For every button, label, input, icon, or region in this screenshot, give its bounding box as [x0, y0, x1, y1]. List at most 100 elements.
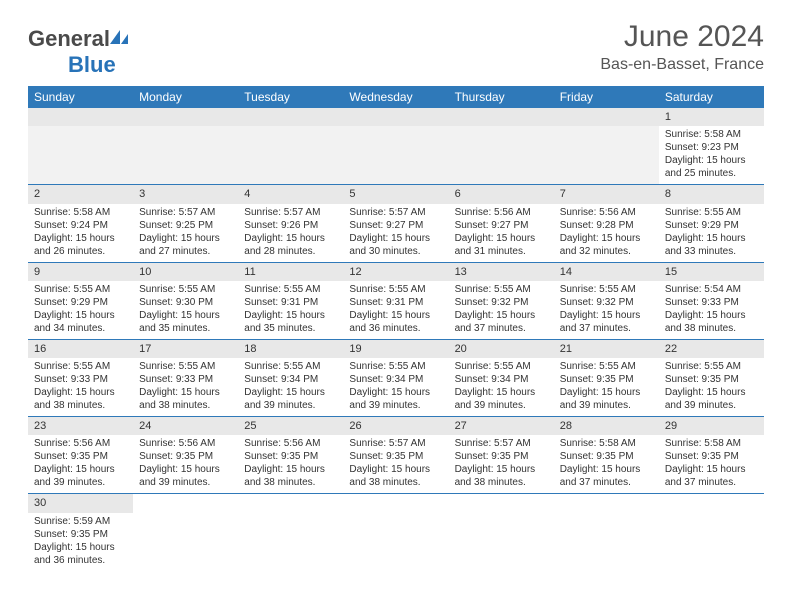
location: Bas-en-Basset, France [600, 56, 764, 74]
daylight-text-2: and 25 minutes. [665, 167, 758, 180]
sunrise-text: Sunrise: 5:55 AM [665, 360, 758, 373]
daylight-text-1: Daylight: 15 hours [560, 232, 653, 245]
day-number: 14 [554, 263, 659, 281]
calendar-cell: 29Sunrise: 5:58 AMSunset: 9:35 PMDayligh… [659, 417, 764, 494]
day-details: Sunrise: 5:55 AMSunset: 9:32 PMDaylight:… [554, 281, 659, 339]
calendar-cell: 30Sunrise: 5:59 AMSunset: 9:35 PMDayligh… [28, 494, 133, 571]
calendar-cell: 27Sunrise: 5:57 AMSunset: 9:35 PMDayligh… [449, 417, 554, 494]
daylight-text-2: and 37 minutes. [560, 476, 653, 489]
day-details: Sunrise: 5:56 AMSunset: 9:27 PMDaylight:… [449, 204, 554, 262]
daylight-text-1: Daylight: 15 hours [34, 309, 127, 322]
sunset-text: Sunset: 9:32 PM [560, 296, 653, 309]
sunset-text: Sunset: 9:33 PM [139, 373, 232, 386]
sunset-text: Sunset: 9:35 PM [665, 373, 758, 386]
day-number: 18 [238, 340, 343, 358]
calendar-cell: 12Sunrise: 5:55 AMSunset: 9:31 PMDayligh… [343, 262, 448, 339]
sunset-text: Sunset: 9:34 PM [349, 373, 442, 386]
day-number: 22 [659, 340, 764, 358]
day-details: Sunrise: 5:58 AMSunset: 9:35 PMDaylight:… [554, 435, 659, 493]
day-number: 25 [238, 417, 343, 435]
day-details: Sunrise: 5:56 AMSunset: 9:35 PMDaylight:… [238, 435, 343, 493]
weekday-header: Saturday [659, 86, 764, 108]
calendar-cell [238, 108, 343, 185]
sunrise-text: Sunrise: 5:58 AM [665, 128, 758, 141]
day-details: Sunrise: 5:55 AMSunset: 9:35 PMDaylight:… [554, 358, 659, 416]
day-details: Sunrise: 5:55 AMSunset: 9:29 PMDaylight:… [659, 204, 764, 262]
sunrise-text: Sunrise: 5:57 AM [139, 206, 232, 219]
day-details: Sunrise: 5:57 AMSunset: 9:25 PMDaylight:… [133, 204, 238, 262]
sunrise-text: Sunrise: 5:55 AM [244, 360, 337, 373]
header: GeneralBlue June 2024 Bas-en-Basset, Fra… [28, 20, 764, 78]
sunset-text: Sunset: 9:31 PM [244, 296, 337, 309]
calendar-cell: 8Sunrise: 5:55 AMSunset: 9:29 PMDaylight… [659, 185, 764, 262]
calendar-cell [659, 494, 764, 571]
calendar-week: 30Sunrise: 5:59 AMSunset: 9:35 PMDayligh… [28, 494, 764, 571]
sunset-text: Sunset: 9:35 PM [244, 450, 337, 463]
day-number: 12 [343, 263, 448, 281]
calendar-cell: 18Sunrise: 5:55 AMSunset: 9:34 PMDayligh… [238, 339, 343, 416]
sunrise-text: Sunrise: 5:55 AM [349, 283, 442, 296]
calendar-cell: 25Sunrise: 5:56 AMSunset: 9:35 PMDayligh… [238, 417, 343, 494]
sunrise-text: Sunrise: 5:57 AM [349, 437, 442, 450]
day-details: Sunrise: 5:55 AMSunset: 9:35 PMDaylight:… [659, 358, 764, 416]
daylight-text-1: Daylight: 15 hours [244, 463, 337, 476]
daylight-text-2: and 37 minutes. [455, 322, 548, 335]
sunset-text: Sunset: 9:27 PM [455, 219, 548, 232]
calendar-cell: 13Sunrise: 5:55 AMSunset: 9:32 PMDayligh… [449, 262, 554, 339]
day-details: Sunrise: 5:55 AMSunset: 9:34 PMDaylight:… [343, 358, 448, 416]
calendar-cell: 3Sunrise: 5:57 AMSunset: 9:25 PMDaylight… [133, 185, 238, 262]
calendar-cell [449, 108, 554, 185]
daylight-text-2: and 39 minutes. [455, 399, 548, 412]
sunrise-text: Sunrise: 5:56 AM [455, 206, 548, 219]
calendar-cell: 9Sunrise: 5:55 AMSunset: 9:29 PMDaylight… [28, 262, 133, 339]
daylight-text-1: Daylight: 15 hours [34, 463, 127, 476]
daylight-text-2: and 32 minutes. [560, 245, 653, 258]
day-number: 11 [238, 263, 343, 281]
calendar-cell: 23Sunrise: 5:56 AMSunset: 9:35 PMDayligh… [28, 417, 133, 494]
day-details: Sunrise: 5:55 AMSunset: 9:34 PMDaylight:… [238, 358, 343, 416]
day-number: 28 [554, 417, 659, 435]
calendar-week: 1Sunrise: 5:58 AMSunset: 9:23 PMDaylight… [28, 108, 764, 185]
sunset-text: Sunset: 9:24 PM [34, 219, 127, 232]
sunset-text: Sunset: 9:35 PM [560, 373, 653, 386]
sunset-text: Sunset: 9:34 PM [455, 373, 548, 386]
sail-icon [108, 26, 130, 51]
day-details: Sunrise: 5:54 AMSunset: 9:33 PMDaylight:… [659, 281, 764, 339]
daylight-text-1: Daylight: 15 hours [349, 386, 442, 399]
sunset-text: Sunset: 9:35 PM [139, 450, 232, 463]
daylight-text-1: Daylight: 15 hours [665, 463, 758, 476]
weekday-header: Sunday [28, 86, 133, 108]
daylight-text-2: and 39 minutes. [349, 399, 442, 412]
weekday-header: Friday [554, 86, 659, 108]
calendar-cell: 14Sunrise: 5:55 AMSunset: 9:32 PMDayligh… [554, 262, 659, 339]
daylight-text-2: and 33 minutes. [665, 245, 758, 258]
day-number: 20 [449, 340, 554, 358]
daylight-text-2: and 31 minutes. [455, 245, 548, 258]
daylight-text-2: and 38 minutes. [665, 322, 758, 335]
day-number: 27 [449, 417, 554, 435]
daylight-text-2: and 37 minutes. [665, 476, 758, 489]
calendar-cell: 16Sunrise: 5:55 AMSunset: 9:33 PMDayligh… [28, 339, 133, 416]
day-details: Sunrise: 5:58 AMSunset: 9:24 PMDaylight:… [28, 204, 133, 262]
day-details: Sunrise: 5:56 AMSunset: 9:35 PMDaylight:… [28, 435, 133, 493]
daylight-text-2: and 39 minutes. [665, 399, 758, 412]
daylight-text-2: and 27 minutes. [139, 245, 232, 258]
day-details: Sunrise: 5:55 AMSunset: 9:31 PMDaylight:… [343, 281, 448, 339]
calendar-cell: 15Sunrise: 5:54 AMSunset: 9:33 PMDayligh… [659, 262, 764, 339]
sunrise-text: Sunrise: 5:56 AM [560, 206, 653, 219]
sunset-text: Sunset: 9:35 PM [34, 528, 127, 541]
daylight-text-1: Daylight: 15 hours [34, 386, 127, 399]
day-details: Sunrise: 5:56 AMSunset: 9:28 PMDaylight:… [554, 204, 659, 262]
sunset-text: Sunset: 9:26 PM [244, 219, 337, 232]
day-details: Sunrise: 5:57 AMSunset: 9:26 PMDaylight:… [238, 204, 343, 262]
day-number: 6 [449, 185, 554, 203]
day-number: 19 [343, 340, 448, 358]
sunrise-text: Sunrise: 5:57 AM [455, 437, 548, 450]
daylight-text-1: Daylight: 15 hours [139, 463, 232, 476]
sunrise-text: Sunrise: 5:55 AM [139, 360, 232, 373]
day-number: 29 [659, 417, 764, 435]
day-number: 21 [554, 340, 659, 358]
sunset-text: Sunset: 9:33 PM [34, 373, 127, 386]
daylight-text-2: and 39 minutes. [244, 399, 337, 412]
daylight-text-2: and 35 minutes. [139, 322, 232, 335]
